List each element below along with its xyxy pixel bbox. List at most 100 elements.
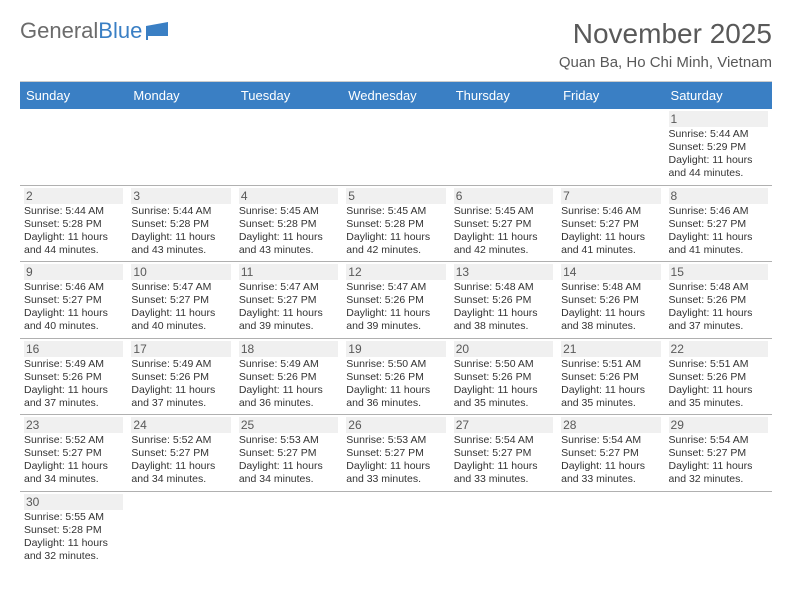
sunset-text: Sunset: 5:26 PM: [239, 371, 338, 384]
sunset-text: Sunset: 5:27 PM: [669, 447, 768, 460]
day-number: 12: [346, 264, 445, 280]
calendar-cell: [557, 109, 664, 185]
sunrise-text: Sunrise: 5:48 AM: [561, 281, 660, 294]
day-number: 18: [239, 341, 338, 357]
calendar-cell: [557, 491, 664, 567]
weekday-header: Sunday: [20, 82, 127, 109]
calendar-cell: 22Sunrise: 5:51 AMSunset: 5:26 PMDayligh…: [665, 338, 772, 415]
day-number: 23: [24, 417, 123, 433]
daylight-text: Daylight: 11 hours and 37 minutes.: [669, 307, 768, 333]
daylight-text: Daylight: 11 hours and 35 minutes.: [669, 384, 768, 410]
day-number: 21: [561, 341, 660, 357]
calendar-cell: 7Sunrise: 5:46 AMSunset: 5:27 PMDaylight…: [557, 185, 664, 262]
day-number: 6: [454, 188, 553, 204]
sunrise-text: Sunrise: 5:48 AM: [454, 281, 553, 294]
sunset-text: Sunset: 5:27 PM: [454, 218, 553, 231]
day-number: 13: [454, 264, 553, 280]
weekday-header: Friday: [557, 82, 664, 109]
sunrise-text: Sunrise: 5:47 AM: [131, 281, 230, 294]
sunrise-text: Sunrise: 5:52 AM: [131, 434, 230, 447]
sunset-text: Sunset: 5:26 PM: [346, 371, 445, 384]
sunrise-text: Sunrise: 5:44 AM: [24, 205, 123, 218]
sunrise-text: Sunrise: 5:54 AM: [561, 434, 660, 447]
sunset-text: Sunset: 5:27 PM: [239, 294, 338, 307]
sunset-text: Sunset: 5:26 PM: [669, 371, 768, 384]
calendar-cell: [20, 109, 127, 185]
daylight-text: Daylight: 11 hours and 37 minutes.: [131, 384, 230, 410]
calendar-cell: 4Sunrise: 5:45 AMSunset: 5:28 PMDaylight…: [235, 185, 342, 262]
daylight-text: Daylight: 11 hours and 36 minutes.: [346, 384, 445, 410]
flag-icon: [146, 22, 172, 40]
sunset-text: Sunset: 5:27 PM: [131, 447, 230, 460]
calendar-cell: [342, 491, 449, 567]
sunrise-text: Sunrise: 5:47 AM: [239, 281, 338, 294]
calendar-week-row: 23Sunrise: 5:52 AMSunset: 5:27 PMDayligh…: [20, 415, 772, 492]
calendar-cell: [665, 491, 772, 567]
sunrise-text: Sunrise: 5:53 AM: [239, 434, 338, 447]
sunrise-text: Sunrise: 5:46 AM: [24, 281, 123, 294]
daylight-text: Daylight: 11 hours and 39 minutes.: [346, 307, 445, 333]
calendar-cell: [127, 491, 234, 567]
day-number: 3: [131, 188, 230, 204]
sunset-text: Sunset: 5:27 PM: [561, 447, 660, 460]
sunset-text: Sunset: 5:26 PM: [346, 294, 445, 307]
calendar-cell: 2Sunrise: 5:44 AMSunset: 5:28 PMDaylight…: [20, 185, 127, 262]
daylight-text: Daylight: 11 hours and 39 minutes.: [239, 307, 338, 333]
sunset-text: Sunset: 5:26 PM: [454, 371, 553, 384]
sunrise-text: Sunrise: 5:51 AM: [669, 358, 768, 371]
weekday-header: Tuesday: [235, 82, 342, 109]
sunrise-text: Sunrise: 5:49 AM: [131, 358, 230, 371]
calendar-cell: 24Sunrise: 5:52 AMSunset: 5:27 PMDayligh…: [127, 415, 234, 492]
daylight-text: Daylight: 11 hours and 34 minutes.: [239, 460, 338, 486]
calendar-cell: 13Sunrise: 5:48 AMSunset: 5:26 PMDayligh…: [450, 262, 557, 339]
daylight-text: Daylight: 11 hours and 35 minutes.: [454, 384, 553, 410]
calendar-week-row: 2Sunrise: 5:44 AMSunset: 5:28 PMDaylight…: [20, 185, 772, 262]
daylight-text: Daylight: 11 hours and 41 minutes.: [669, 231, 768, 257]
day-number: 24: [131, 417, 230, 433]
daylight-text: Daylight: 11 hours and 34 minutes.: [24, 460, 123, 486]
day-number: 16: [24, 341, 123, 357]
calendar-cell: [235, 109, 342, 185]
title-block: November 2025 Quan Ba, Ho Chi Minh, Viet…: [559, 18, 772, 71]
daylight-text: Daylight: 11 hours and 43 minutes.: [131, 231, 230, 257]
sunset-text: Sunset: 5:26 PM: [669, 294, 768, 307]
calendar-week-row: 1Sunrise: 5:44 AMSunset: 5:29 PMDaylight…: [20, 109, 772, 185]
calendar-cell: 25Sunrise: 5:53 AMSunset: 5:27 PMDayligh…: [235, 415, 342, 492]
calendar-cell: [235, 491, 342, 567]
daylight-text: Daylight: 11 hours and 42 minutes.: [454, 231, 553, 257]
sunset-text: Sunset: 5:27 PM: [454, 447, 553, 460]
calendar-cell: 27Sunrise: 5:54 AMSunset: 5:27 PMDayligh…: [450, 415, 557, 492]
day-number: 5: [346, 188, 445, 204]
day-number: 19: [346, 341, 445, 357]
day-number: 2: [24, 188, 123, 204]
weekday-header: Saturday: [665, 82, 772, 109]
sunrise-text: Sunrise: 5:44 AM: [669, 128, 768, 141]
day-number: 9: [24, 264, 123, 280]
header: GeneralBlue November 2025 Quan Ba, Ho Ch…: [20, 18, 772, 71]
calendar-cell: 17Sunrise: 5:49 AMSunset: 5:26 PMDayligh…: [127, 338, 234, 415]
sunrise-text: Sunrise: 5:54 AM: [669, 434, 768, 447]
daylight-text: Daylight: 11 hours and 38 minutes.: [561, 307, 660, 333]
day-number: 15: [669, 264, 768, 280]
sunset-text: Sunset: 5:28 PM: [346, 218, 445, 231]
day-number: 28: [561, 417, 660, 433]
calendar-cell: 1Sunrise: 5:44 AMSunset: 5:29 PMDaylight…: [665, 109, 772, 185]
sunrise-text: Sunrise: 5:46 AM: [669, 205, 768, 218]
sunrise-text: Sunrise: 5:44 AM: [131, 205, 230, 218]
calendar-cell: 6Sunrise: 5:45 AMSunset: 5:27 PMDaylight…: [450, 185, 557, 262]
sunrise-text: Sunrise: 5:49 AM: [24, 358, 123, 371]
calendar-cell: 14Sunrise: 5:48 AMSunset: 5:26 PMDayligh…: [557, 262, 664, 339]
daylight-text: Daylight: 11 hours and 33 minutes.: [561, 460, 660, 486]
calendar-cell: [450, 491, 557, 567]
daylight-text: Daylight: 11 hours and 37 minutes.: [24, 384, 123, 410]
day-number: 22: [669, 341, 768, 357]
daylight-text: Daylight: 11 hours and 38 minutes.: [454, 307, 553, 333]
calendar-cell: 12Sunrise: 5:47 AMSunset: 5:26 PMDayligh…: [342, 262, 449, 339]
daylight-text: Daylight: 11 hours and 36 minutes.: [239, 384, 338, 410]
calendar-cell: 10Sunrise: 5:47 AMSunset: 5:27 PMDayligh…: [127, 262, 234, 339]
sunrise-text: Sunrise: 5:45 AM: [239, 205, 338, 218]
sunrise-text: Sunrise: 5:50 AM: [346, 358, 445, 371]
daylight-text: Daylight: 11 hours and 41 minutes.: [561, 231, 660, 257]
sunrise-text: Sunrise: 5:47 AM: [346, 281, 445, 294]
sunrise-text: Sunrise: 5:49 AM: [239, 358, 338, 371]
